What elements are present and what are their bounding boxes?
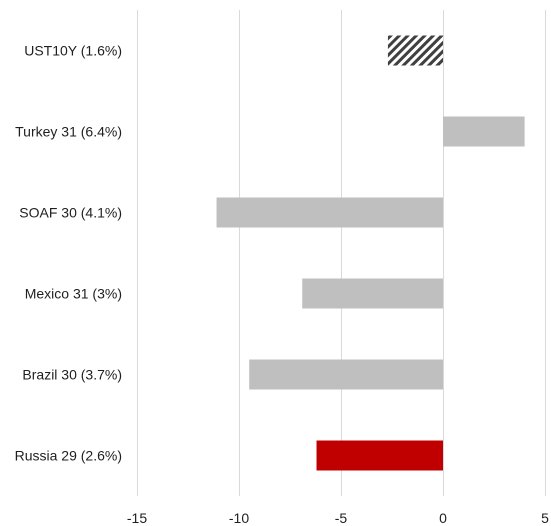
x-tick-label-1: -10 — [229, 510, 249, 526]
x-axis-tick-labels: -15 -10 -5 0 5 — [127, 510, 549, 526]
bar-0 — [387, 35, 443, 66]
category-label-1: Turkey 31 (6.4%) — [15, 124, 122, 140]
x-tick-label-4: 5 — [541, 510, 549, 526]
category-label-3: Mexico 31 (3%) — [25, 286, 122, 302]
category-label-4: Brazil 30 (3.7%) — [22, 367, 122, 383]
bar-4 — [249, 359, 443, 390]
category-label-5: Russia 29 (2.6%) — [15, 448, 122, 464]
x-tick-label-3: 0 — [439, 510, 447, 526]
bars — [216, 35, 525, 471]
category-label-0: UST10Y (1.6%) — [24, 43, 122, 59]
gridlines — [137, 10, 546, 496]
bar-2 — [216, 197, 443, 228]
x-tick-label-2: -5 — [335, 510, 348, 526]
bar-3 — [302, 278, 443, 309]
category-labels: UST10Y (1.6%) Turkey 31 (6.4%) SOAF 30 (4.… — [15, 43, 122, 464]
x-tick-label-0: -15 — [127, 510, 147, 526]
bar-5 — [316, 440, 443, 471]
category-label-2: SOAF 30 (4.1%) — [19, 205, 122, 221]
bar-1 — [443, 116, 525, 147]
